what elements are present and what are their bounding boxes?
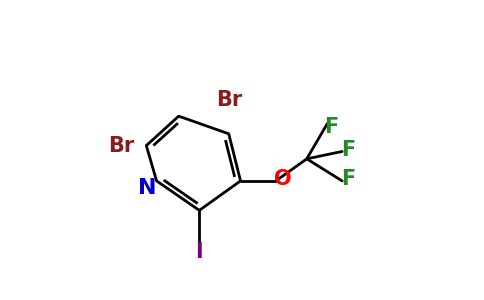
Text: F: F [342,140,356,160]
Text: N: N [138,178,156,198]
Text: Br: Br [216,90,242,110]
Text: F: F [342,169,356,189]
Text: I: I [196,242,203,262]
Text: O: O [273,169,291,189]
Text: Br: Br [108,136,135,156]
Text: F: F [324,117,338,137]
